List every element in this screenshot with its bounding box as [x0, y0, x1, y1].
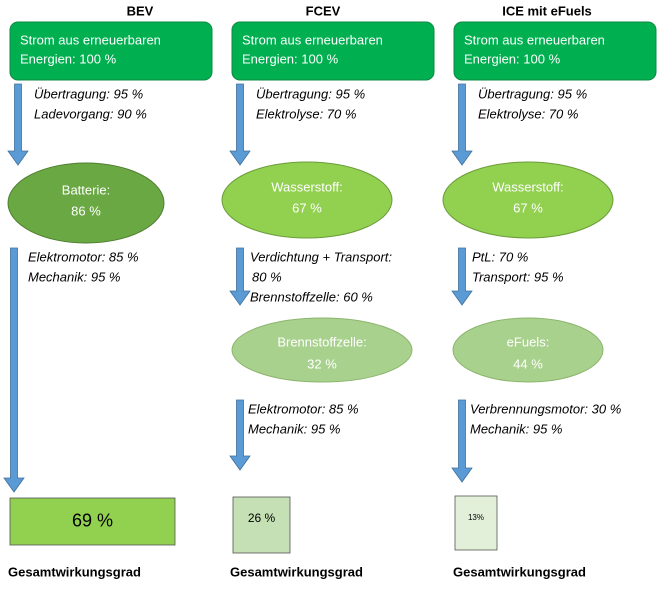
source-text: Energien: 100 % — [242, 51, 339, 66]
step-label: Übertragung: 95 % — [478, 86, 587, 101]
stage-ellipse — [442, 161, 614, 239]
stage-text: Wasserstoff: — [271, 179, 343, 194]
source-box — [453, 21, 657, 81]
source-text: Strom aus erneuerbaren — [464, 32, 605, 47]
stage-text: 32 % — [307, 356, 337, 371]
step-label: Verdichtung + Transport: — [250, 249, 392, 264]
step-label: Elektromotor: 85 % — [248, 401, 359, 416]
arrow — [229, 247, 251, 306]
column-title: ICE mit eFuels — [502, 3, 592, 18]
column-title: BEV — [127, 3, 154, 18]
source-text: Strom aus erneuerbaren — [242, 32, 383, 47]
step-label: Mechanik: 95 % — [28, 269, 121, 284]
arrow — [451, 247, 473, 306]
step-label: Elektrolyse: 70 % — [478, 106, 578, 121]
result-label: Gesamtwirkungsgrad — [230, 564, 363, 579]
stage-text: Brennstoffzelle: — [277, 334, 366, 349]
arrow — [3, 247, 25, 493]
arrow — [451, 83, 473, 166]
step-label: Elektromotor: 85 % — [28, 249, 139, 264]
stage-ellipse — [7, 162, 165, 244]
stage-text: 67 % — [292, 200, 322, 215]
result-box — [454, 495, 498, 551]
arrow — [229, 83, 251, 166]
step-label: Übertragung: 95 % — [256, 86, 365, 101]
result-label: Gesamtwirkungsgrad — [453, 564, 586, 579]
result-value: 26 % — [248, 511, 276, 525]
arrow — [451, 399, 473, 483]
source-text: Energien: 100 % — [20, 51, 117, 66]
step-label: Mechanik: 95 % — [470, 421, 563, 436]
result-value: 13% — [468, 513, 484, 522]
stage-text: 86 % — [71, 203, 101, 218]
source-box — [9, 21, 213, 81]
result-value: 69 % — [72, 510, 113, 530]
stage-ellipse — [452, 317, 604, 383]
source-box — [231, 21, 435, 81]
step-label: Mechanik: 95 % — [248, 421, 341, 436]
stage-text: 67 % — [513, 200, 543, 215]
result-label: Gesamtwirkungsgrad — [8, 564, 141, 579]
step-label: Verbrennungsmotor: 30 % — [470, 401, 621, 416]
stage-text: eFuels: — [507, 334, 550, 349]
stage-text: Wasserstoff: — [492, 179, 564, 194]
stage-text: Batterie: — [62, 182, 110, 197]
stage-text: 44 % — [513, 356, 543, 371]
result-box — [232, 496, 291, 554]
source-text: Energien: 100 % — [464, 51, 561, 66]
step-label: Übertragung: 95 % — [34, 86, 143, 101]
step-label: Ladevorgang: 90 % — [34, 106, 147, 121]
step-label: PtL: 70 % — [472, 249, 528, 264]
step-label: Transport: 95 % — [472, 269, 564, 284]
step-label: 80 % — [252, 269, 282, 284]
arrow — [229, 399, 251, 471]
arrow — [7, 83, 29, 166]
stage-ellipse — [221, 161, 393, 239]
column-title: FCEV — [306, 3, 341, 18]
source-text: Strom aus erneuerbaren — [20, 32, 161, 47]
result-box — [9, 497, 176, 546]
stage-ellipse — [231, 317, 413, 383]
step-label: Elektrolyse: 70 % — [256, 106, 356, 121]
step-label: Brennstoffzelle: 60 % — [250, 289, 373, 304]
